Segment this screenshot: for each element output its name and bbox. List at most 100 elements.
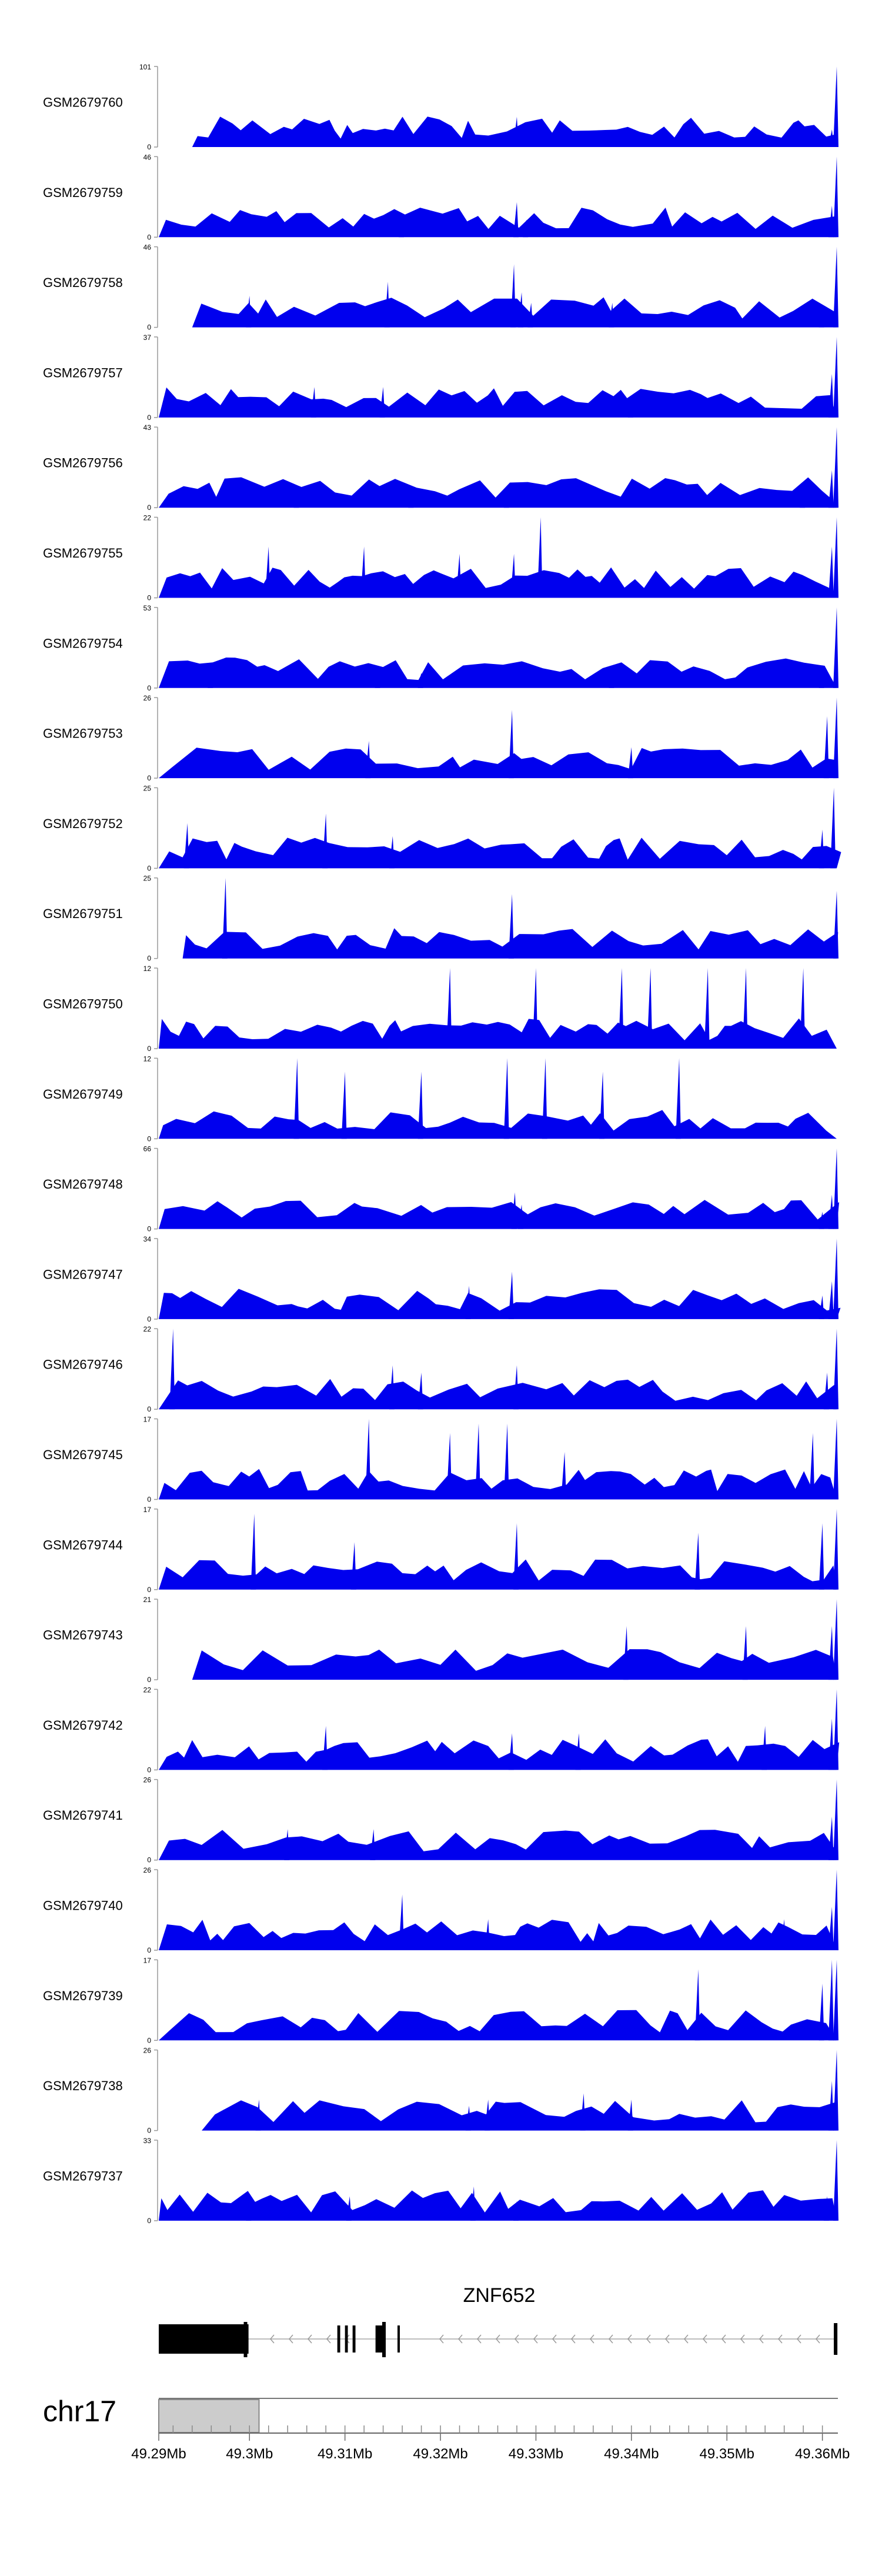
track-peak (742, 968, 748, 1049)
strand-arrow (496, 2334, 500, 2344)
strand-arrow (797, 2334, 801, 2344)
coverage-tracks: GSM2679760 101 0 GSM2679759 46 0 GSM2679758 46 0… (43, 63, 841, 2225)
gene-exon-edge (243, 2322, 248, 2357)
track-ymin-label: 0 (147, 1496, 151, 1504)
track-peak (532, 968, 538, 1049)
track-GSM2679742: GSM2679742 22 0 (43, 1686, 840, 1774)
track-peak (399, 1894, 405, 1950)
track-GSM2679746: GSM2679746 22 0 (43, 1325, 838, 1413)
axis-tick-label: 49.31Mb (318, 2446, 372, 2462)
track-label: GSM2679758 (43, 275, 123, 290)
track-ymin-label: 0 (147, 1225, 151, 1233)
strand-arrow (816, 2334, 820, 2344)
track-peak (523, 219, 529, 238)
track-ymax-label: 17 (143, 1416, 152, 1424)
gene-exon (337, 2325, 340, 2353)
track-peak (833, 1509, 838, 1590)
track-peak (833, 1599, 838, 1680)
track-peak (384, 139, 390, 147)
track-peak (350, 1542, 356, 1590)
track-label: GSM2679741 (43, 1808, 123, 1823)
track-peak (818, 136, 824, 147)
axis-tick-labels: 49.29Mb 49.3Mb 49.31Mb 49.32Mb 49.33Mb 49.34M… (131, 2446, 850, 2462)
track-peak (828, 1626, 834, 1680)
track-ymax-label: 22 (143, 1686, 152, 1694)
track-peak (833, 1870, 838, 1950)
axis-tick-label: 49.33Mb (509, 2446, 563, 2462)
track-label: GSM2679755 (43, 546, 123, 560)
strand-arrow (477, 2334, 482, 2344)
track-ymin-label: 0 (147, 143, 151, 151)
track-GSM2679759: GSM2679759 46 0 (43, 153, 838, 241)
track-coverage-area (159, 837, 841, 869)
track-peak (609, 302, 614, 328)
track-label: GSM2679751 (43, 906, 123, 921)
track-ymax-label: 26 (143, 2047, 152, 2055)
strand-arrow (721, 2334, 726, 2344)
strand-arrow (609, 2334, 613, 2344)
track-label: GSM2679748 (43, 1177, 123, 1192)
track-peak (417, 1372, 423, 1410)
track-GSM2679748: GSM2679748 66 0 (43, 1145, 840, 1233)
track-peak (833, 890, 838, 959)
track-GSM2679741: GSM2679741 26 0 (43, 1776, 838, 1864)
track-peak (513, 202, 519, 238)
track-peak (833, 336, 838, 418)
strand-arrow (458, 2334, 463, 2344)
track-peak (627, 395, 633, 418)
track-label: GSM2679739 (43, 1988, 123, 2003)
track-label: GSM2679742 (43, 1718, 123, 1733)
track-label: GSM2679753 (43, 726, 123, 741)
track-ymax-label: 22 (143, 514, 152, 522)
track-peak (828, 1816, 834, 1860)
gene-exon-edge (382, 2322, 386, 2357)
strand-arrow (590, 2334, 594, 2344)
track-label: GSM2679746 (43, 1357, 123, 1372)
strand-arrow (778, 2334, 783, 2344)
track-peak (375, 666, 380, 688)
strand-arrow (326, 2334, 331, 2344)
track-peak (809, 1433, 815, 1500)
track-ymax-label: 26 (143, 1866, 152, 1874)
strand-direction-arrows (270, 2334, 820, 2344)
track-GSM2679752: GSM2679752 25 0 (43, 784, 841, 872)
track-peak (346, 2196, 352, 2221)
track-peak (183, 823, 189, 869)
track-peak (828, 1907, 834, 1950)
track-peak (446, 968, 452, 1049)
track-ymax-label: 17 (143, 1956, 152, 1964)
track-ymin-label: 0 (147, 2127, 151, 2135)
track-peak (800, 489, 806, 508)
strand-arrow (533, 2334, 538, 2344)
track-peak (761, 1726, 767, 1770)
track-coverage-area (159, 1830, 837, 1860)
track-GSM2679750: GSM2679750 12 0 (43, 965, 837, 1053)
track-peak (284, 1829, 290, 1860)
track-peak (246, 2196, 252, 2221)
track-peak (818, 1523, 824, 1590)
track-peak (828, 129, 834, 147)
track-ymax-label: 17 (143, 1506, 152, 1514)
track-peak (833, 156, 838, 238)
track-peak (627, 2099, 633, 2131)
track-peak (513, 1523, 519, 1590)
track-ymin-label: 0 (147, 1856, 151, 1864)
track-ymin-label: 0 (147, 1946, 151, 1954)
track-ymin-label: 0 (147, 684, 151, 692)
track-ymin-label: 0 (147, 774, 151, 782)
track-GSM2679737: GSM2679737 33 0 (43, 2137, 838, 2225)
track-peak (408, 489, 414, 508)
track-ymin-label: 0 (147, 413, 151, 422)
track-coverage-area (192, 1649, 837, 1680)
track-peak (833, 517, 838, 598)
track-ymin-label: 0 (147, 955, 151, 963)
track-coverage-area (159, 1018, 837, 1049)
track-peak (510, 264, 516, 328)
track-peak (532, 137, 538, 147)
axis-tick-label: 49.35Mb (700, 2446, 754, 2462)
track-peak (446, 1433, 452, 1500)
track-coverage-area (159, 387, 837, 418)
track-peak (833, 427, 838, 508)
track-peak (365, 1419, 371, 1500)
